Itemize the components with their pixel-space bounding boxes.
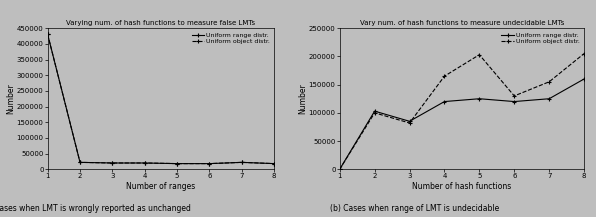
Uniform range distr. [581,78,588,80]
Title: Varying num. of hash functions to measure false LMTs: Varying num. of hash functions to measur… [66,20,256,26]
Uniform object distr. [44,33,51,36]
Uniform range distr. [406,120,413,123]
Uniform range distr. [76,161,83,164]
Uniform object distr. [238,161,246,164]
Uniform range distr. [44,33,51,36]
Uniform range distr. [476,97,483,100]
Y-axis label: Number: Number [6,83,15,114]
Line: Uniform object distr.: Uniform object distr. [46,32,276,166]
Uniform range distr. [371,110,378,112]
Title: Vary num. of hash functions to measure undecidable LMTs: Vary num. of hash functions to measure u… [360,20,564,26]
Uniform object distr. [141,162,148,164]
Uniform range distr. [141,162,148,164]
Text: (a) Cases when LMT is wrongly reported as unchanged: (a) Cases when LMT is wrongly reported a… [0,204,191,213]
Uniform object distr. [371,112,378,114]
Uniform object distr. [581,52,588,55]
Uniform range distr. [545,97,552,100]
Uniform object distr. [406,122,413,124]
Uniform range distr. [206,162,213,165]
Uniform range distr. [336,168,343,171]
Uniform range distr. [109,162,116,164]
Legend: Uniform range distr., Uniform object distr.: Uniform range distr., Uniform object dis… [190,31,271,46]
Line: Uniform object distr.: Uniform object distr. [338,51,586,171]
Uniform object distr. [545,81,552,83]
Uniform object distr. [173,162,181,165]
Uniform range distr. [173,162,181,165]
X-axis label: Number of hash functions: Number of hash functions [412,182,511,191]
Uniform object distr. [76,161,83,164]
X-axis label: Number of ranges: Number of ranges [126,182,195,191]
Uniform object distr. [206,162,213,165]
Y-axis label: Number: Number [298,83,307,114]
Legend: Uniform range distr., Uniform object distr.: Uniform range distr., Uniform object dis… [500,31,581,46]
Uniform object distr. [109,162,116,164]
Line: Uniform range distr.: Uniform range distr. [338,77,586,171]
Uniform range distr. [441,100,448,103]
Text: (b) Cases when range of LMT is undecidable: (b) Cases when range of LMT is undecidab… [330,204,499,213]
Uniform object distr. [271,162,278,165]
Uniform object distr. [336,168,343,171]
Uniform range distr. [511,100,518,103]
Line: Uniform range distr.: Uniform range distr. [46,32,276,166]
Uniform range distr. [271,162,278,165]
Uniform object distr. [441,75,448,77]
Uniform range distr. [238,161,246,164]
Uniform object distr. [476,53,483,56]
Uniform object distr. [511,95,518,97]
